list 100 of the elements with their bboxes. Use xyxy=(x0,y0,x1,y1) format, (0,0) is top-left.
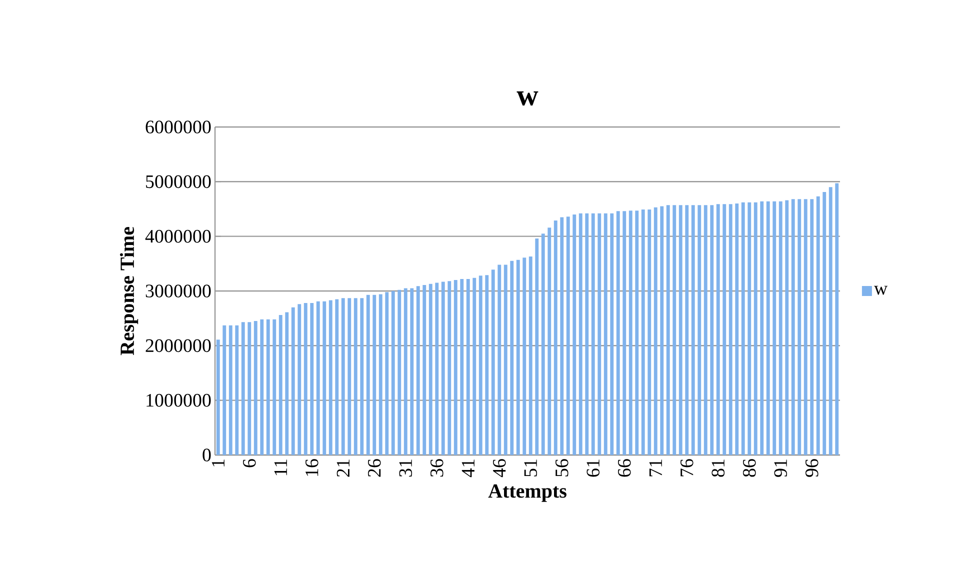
bar xyxy=(454,280,458,455)
bar xyxy=(404,288,408,455)
bar xyxy=(235,325,239,455)
bar xyxy=(228,325,232,455)
bar xyxy=(410,288,414,455)
bar xyxy=(254,321,258,455)
bar xyxy=(322,301,326,455)
bar xyxy=(272,319,276,455)
bar xyxy=(441,282,445,455)
bar xyxy=(641,210,645,455)
bar xyxy=(591,213,595,455)
bar xyxy=(622,211,626,455)
x-tick-label: 6 xyxy=(243,459,256,468)
bar xyxy=(791,199,795,455)
bar xyxy=(816,196,820,455)
bar xyxy=(778,201,782,455)
bar xyxy=(798,199,802,455)
bar xyxy=(335,299,339,455)
bar xyxy=(666,205,670,455)
bar xyxy=(472,278,476,455)
y-tick-label: 4000000 xyxy=(145,230,211,243)
bar xyxy=(448,281,452,455)
x-tick-label: 61 xyxy=(586,460,600,477)
bar xyxy=(435,282,439,455)
bar xyxy=(460,278,464,455)
bar xyxy=(466,278,470,455)
bar xyxy=(510,260,514,455)
bar xyxy=(716,204,720,455)
bar xyxy=(741,202,745,455)
bar xyxy=(341,298,345,455)
bar xyxy=(222,325,226,455)
bar xyxy=(391,290,395,455)
x-tick-label: 96 xyxy=(805,459,818,477)
bar xyxy=(704,205,708,455)
bar xyxy=(398,290,402,455)
x-tick-label: 26 xyxy=(368,459,381,477)
y-tick-label: 0 xyxy=(202,448,211,462)
bar xyxy=(748,202,752,455)
x-tick-label: 71 xyxy=(649,460,662,476)
bar xyxy=(266,319,270,455)
x-tick-label: 11 xyxy=(274,460,287,476)
x-tick-label: 46 xyxy=(492,459,506,478)
bar xyxy=(835,183,839,455)
y-tick-label: 1000000 xyxy=(146,394,211,407)
bar xyxy=(804,199,808,455)
bar xyxy=(810,199,814,455)
bar xyxy=(428,284,432,455)
bar xyxy=(285,312,289,455)
bar xyxy=(635,210,639,455)
bar xyxy=(578,213,582,455)
x-tick-label: 41 xyxy=(462,460,474,478)
bar xyxy=(685,205,689,455)
bar xyxy=(735,204,739,455)
x-tick-label: 51 xyxy=(524,460,537,476)
bar xyxy=(260,319,264,455)
bar xyxy=(616,211,620,455)
x-tick-label: 21 xyxy=(336,460,350,477)
bar xyxy=(710,205,714,455)
bar xyxy=(785,200,789,455)
x-tick-label: 16 xyxy=(306,459,318,476)
bar xyxy=(648,210,652,455)
bar xyxy=(760,201,764,455)
bar xyxy=(535,238,539,455)
bar xyxy=(478,276,482,455)
legend-label: w xyxy=(874,286,888,295)
bar xyxy=(822,192,826,455)
bar xyxy=(522,258,526,455)
bar xyxy=(572,214,576,455)
y-tick-label: 3000000 xyxy=(146,284,211,298)
x-tick-label: 91 xyxy=(774,460,788,477)
bar xyxy=(728,204,732,455)
x-tick-label: 86 xyxy=(742,459,756,477)
y-tick-label: 6000000 xyxy=(146,120,211,134)
bar xyxy=(485,275,489,455)
bar xyxy=(654,207,658,455)
chart-title: w xyxy=(516,91,538,106)
bar xyxy=(566,216,570,455)
bar xyxy=(416,286,420,455)
x-tick-label: 76 xyxy=(680,459,694,476)
bar xyxy=(698,205,702,455)
bar xyxy=(248,322,252,455)
y-tick-label: 5000000 xyxy=(146,175,211,188)
bar xyxy=(278,315,282,455)
bar xyxy=(348,298,352,455)
bar xyxy=(610,213,614,455)
bar xyxy=(560,217,564,455)
bar xyxy=(291,307,295,455)
bar xyxy=(604,213,608,455)
bar xyxy=(422,284,426,455)
bar xyxy=(598,213,602,455)
bar xyxy=(366,294,370,455)
x-tick-label: 31 xyxy=(399,460,412,477)
bar xyxy=(316,301,320,455)
bar xyxy=(310,303,314,455)
bar xyxy=(548,228,552,455)
bar xyxy=(554,220,558,455)
bar xyxy=(304,303,308,455)
bar xyxy=(216,340,220,455)
bar xyxy=(722,204,726,455)
bar xyxy=(516,260,520,455)
